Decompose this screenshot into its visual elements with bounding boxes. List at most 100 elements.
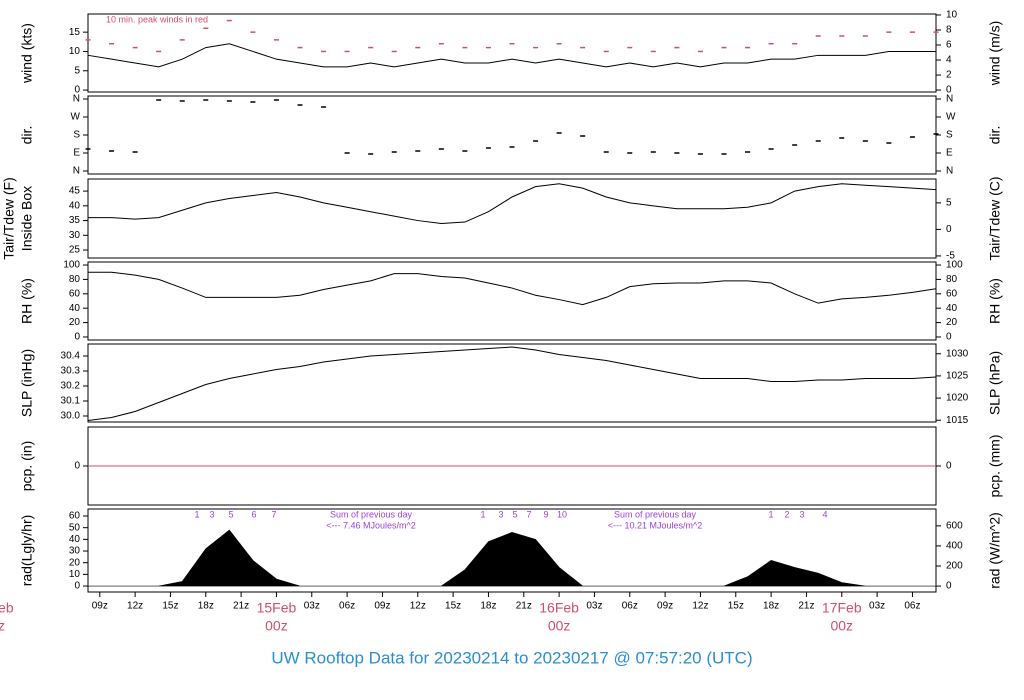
- annotation: 2: [784, 509, 789, 519]
- x-tick-label: 12z: [127, 601, 143, 612]
- y-tick-label: 30.2: [61, 381, 81, 392]
- x-tick-label: 00z: [265, 618, 288, 634]
- annotation: 7: [271, 509, 276, 519]
- annotation: Sum of previous day: [614, 509, 697, 519]
- x-tick-label: 12z: [692, 601, 708, 612]
- x-tick-label: 00z: [548, 618, 571, 634]
- x-tick-label: 06z: [622, 601, 638, 612]
- y-tick-label: 35: [69, 215, 81, 226]
- y-axis-label: rad(Lgly/hr): [19, 515, 35, 587]
- y-tick-label: 30.4: [61, 351, 81, 362]
- y-tick-label: 30.0: [61, 411, 81, 422]
- y-tick-label: 20: [69, 317, 81, 328]
- line: [87, 346, 937, 421]
- chart-title: UW Rooftop Data for 20230214 to 20230217…: [271, 648, 752, 667]
- y-tick-label: 25: [69, 245, 81, 256]
- y2-tick-label: W: [946, 112, 956, 123]
- annotation: 4: [822, 509, 827, 519]
- y2-tick-label: -5: [946, 251, 955, 262]
- annotation: 10: [557, 509, 567, 519]
- y-tick-label: 40: [69, 534, 81, 545]
- plot-frame: [87, 178, 937, 259]
- y2-tick-label: 1015: [946, 415, 969, 426]
- y2-axis-label: rad (W/m^2): [987, 512, 1003, 589]
- y-tick-label: 30: [69, 230, 81, 241]
- y2-tick-label: 600: [946, 521, 963, 532]
- y-tick-label: 10: [69, 46, 81, 57]
- y2-axis-label: dir.: [987, 126, 1003, 145]
- y2-tick-label: N: [946, 94, 953, 105]
- annotation: 6: [251, 509, 256, 519]
- x-tick-label: 18z: [480, 601, 496, 612]
- y-tick-label: N: [73, 94, 80, 105]
- y2-tick-label: 0: [946, 85, 952, 96]
- y2-tick-label: 10: [946, 10, 958, 21]
- day-label: 16Feb: [539, 600, 579, 616]
- x-tick-label: 18z: [198, 601, 214, 612]
- y-tick-label: W: [71, 112, 81, 123]
- y-tick-label: 15: [69, 27, 81, 38]
- plot-frame: [87, 95, 937, 175]
- x-tick-label: 21z: [233, 601, 249, 612]
- y-tick-label: 30: [69, 546, 81, 557]
- y-tick-label: 30.3: [61, 366, 81, 377]
- x-tick-label: 06z: [339, 601, 355, 612]
- annotation: 10 min. peak winds in red: [106, 14, 208, 24]
- plot-frame: [87, 508, 937, 593]
- line: [88, 271, 937, 306]
- plot-frame: [87, 343, 937, 423]
- y2-tick-label: 40: [946, 303, 958, 314]
- y-tick-label: 30.1: [61, 396, 81, 407]
- y2-tick-label: 0: [946, 461, 952, 472]
- annotation: 1: [768, 509, 773, 519]
- y2-tick-label: 6: [946, 40, 952, 51]
- day-label: 15Feb: [257, 600, 297, 616]
- y2-tick-label: S: [946, 130, 953, 141]
- x-tick-label: 09z: [657, 601, 673, 612]
- area: [88, 529, 936, 587]
- y-tick-label: 50: [69, 522, 81, 533]
- y2-axis-label: Tair/Tdew (C): [987, 176, 1003, 260]
- annotation: 9: [543, 509, 548, 519]
- line: [88, 183, 937, 225]
- x-tick-label: 18z: [763, 601, 779, 612]
- y-tick-label: E: [73, 148, 80, 159]
- day-label: 17Feb: [822, 600, 862, 616]
- y2-tick-label: 20: [946, 317, 958, 328]
- y2-axis-label: SLP (hPa): [987, 351, 1003, 415]
- y2-tick-label: 8: [946, 25, 952, 36]
- annotation: 5: [512, 509, 517, 519]
- annotation: 3: [209, 509, 214, 519]
- y2-tick-label: 0: [946, 581, 952, 592]
- annotation: 7: [526, 509, 531, 519]
- y-tick-label: 20: [69, 557, 81, 568]
- y-tick-label: 40: [69, 200, 81, 211]
- annotation: 1: [480, 509, 485, 519]
- y2-tick-label: N: [946, 166, 953, 177]
- plot-frame: [87, 261, 937, 341]
- y2-tick-label: 100: [946, 260, 963, 271]
- plot-frame: [87, 13, 937, 93]
- x-tick-label: 03z: [304, 601, 320, 612]
- y-tick-label: S: [73, 130, 80, 141]
- annotation: 3: [799, 509, 804, 519]
- y-axis-label: SLP (inHg): [19, 349, 35, 417]
- y-tick-label: 10: [69, 569, 81, 580]
- y-tick-label: N: [73, 166, 80, 177]
- line: [87, 43, 936, 68]
- y2-axis-label: wind (m/s): [987, 21, 1003, 87]
- y-tick-label: 40: [69, 303, 81, 314]
- x-tick-label: 03z: [586, 601, 602, 612]
- y-axis-label: RH (%): [19, 278, 35, 324]
- y-axis-label: pcp. (in): [19, 441, 35, 492]
- x-tick-label: 15z: [728, 601, 744, 612]
- y-tick-label: 80: [69, 274, 81, 285]
- y2-axis-label: pcp. (mm): [987, 435, 1003, 498]
- x-tick-label: 00z: [0, 618, 5, 634]
- y2-tick-label: 5: [946, 198, 952, 209]
- y-tick-label: 5: [74, 65, 80, 76]
- y-tick-label: 0: [74, 461, 80, 472]
- y-axis-label: wind (kts): [19, 23, 35, 84]
- x-tick-label: 03z: [869, 601, 885, 612]
